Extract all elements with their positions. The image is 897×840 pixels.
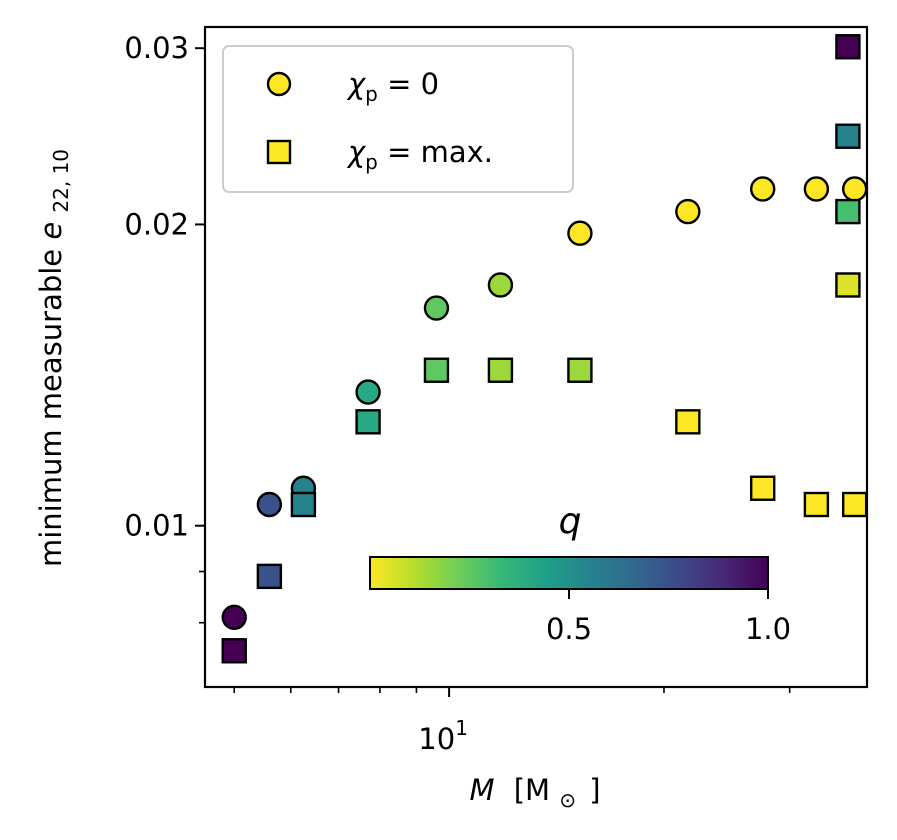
x-axis-label-unit: [M xyxy=(514,773,550,807)
colorbar-tick-label: 0.5 xyxy=(546,612,592,646)
x-axis-label-var: M xyxy=(469,773,494,807)
circle-marker xyxy=(423,295,450,321)
y-axis-label-var: e xyxy=(34,222,68,240)
legend-square-marker xyxy=(266,139,292,165)
legend: χp = 0 χp = max. xyxy=(222,45,574,193)
legend-entry-square: χp = max. xyxy=(346,135,493,174)
y-tick-label: 0.03 xyxy=(124,31,189,65)
circle-marker xyxy=(256,491,283,518)
colorbar-bar xyxy=(369,556,769,590)
axis-ticks: 101 0.01 0.02 0.03 xyxy=(124,31,791,756)
data-markers xyxy=(221,34,868,664)
legend-circle-sym: χ xyxy=(346,67,367,101)
y-axis-label-sub: 22, 10 xyxy=(49,149,73,213)
colorbar-label: q xyxy=(559,501,582,542)
x-axis-label-sub: ⊙ xyxy=(559,788,576,812)
square-marker xyxy=(221,638,247,664)
legend-entry-circle: χp = 0 xyxy=(346,67,439,106)
legend-square-sub: p xyxy=(365,150,378,174)
circle-marker xyxy=(221,604,247,631)
colorbar-ticks: 0.5 1.0 xyxy=(546,589,791,646)
legend-circle-marker xyxy=(266,71,292,97)
y-axis-label: minimum measurable e 22, 10 xyxy=(34,149,73,567)
colorbar-tick-label: 1.0 xyxy=(745,612,791,646)
plot-frame xyxy=(203,25,869,689)
square-marker xyxy=(355,409,381,435)
x-axis-label: M [M ⊙ ] xyxy=(469,773,600,814)
y-tick-label: 0.01 xyxy=(124,509,189,543)
square-marker xyxy=(567,357,593,383)
circle-marker xyxy=(749,176,776,202)
square-marker xyxy=(835,123,861,149)
square-marker xyxy=(835,272,861,298)
circle-marker xyxy=(355,379,381,405)
square-marker xyxy=(841,491,868,518)
y-tick-label: 0.02 xyxy=(124,207,189,241)
legend-circle-text: = 0 xyxy=(378,67,439,101)
circle-marker xyxy=(487,272,514,298)
colorbar: q 0.5 1.0 xyxy=(369,501,791,646)
legend-square-sym: χ xyxy=(346,135,367,169)
square-marker xyxy=(675,409,701,435)
square-marker xyxy=(423,357,450,383)
square-marker xyxy=(835,34,861,60)
legend-square-text: = max. xyxy=(378,135,493,169)
legend-circle-sub: p xyxy=(365,82,378,106)
square-marker xyxy=(256,563,283,590)
square-marker xyxy=(290,491,317,518)
legend-box xyxy=(222,45,574,193)
square-marker xyxy=(803,491,830,518)
circle-marker xyxy=(567,220,593,246)
x-axis-label-close: ] xyxy=(589,773,600,807)
square-marker xyxy=(487,357,514,383)
circle-marker xyxy=(675,198,701,225)
square-marker xyxy=(749,475,776,501)
y-axis-label-text: minimum measurable xyxy=(34,240,68,567)
circle-marker xyxy=(841,176,868,202)
circle-marker xyxy=(803,176,830,202)
square-marker xyxy=(835,198,861,225)
x-tick-label: 101 xyxy=(418,716,468,756)
